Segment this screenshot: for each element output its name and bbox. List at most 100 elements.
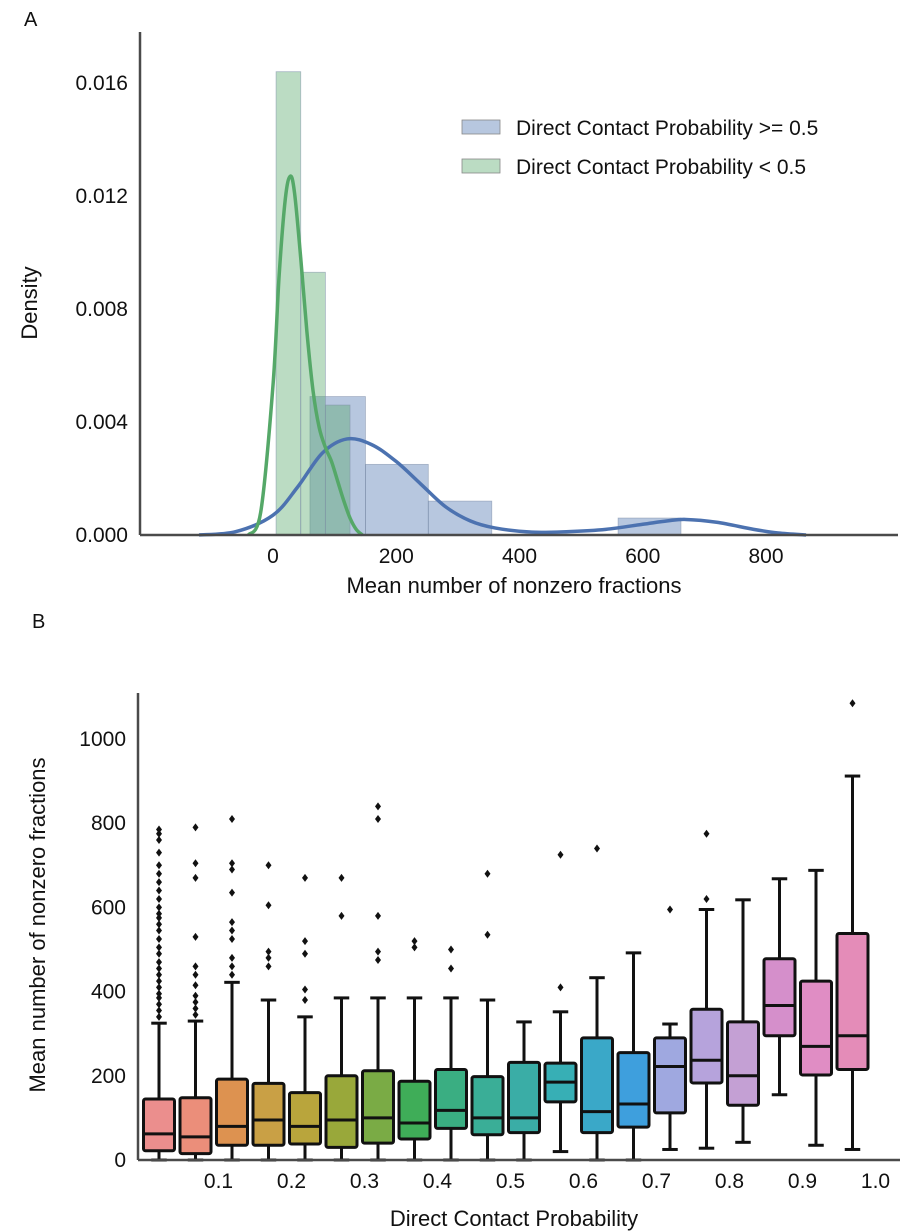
outlier-marker xyxy=(192,823,199,832)
y-tick-label-b: 600 xyxy=(91,896,126,919)
box-14 xyxy=(653,905,687,1151)
kde-curve-0 xyxy=(198,436,807,537)
outlier-marker xyxy=(229,918,235,927)
outlier-marker xyxy=(229,865,235,874)
box-18 xyxy=(799,868,833,1147)
outlier-marker xyxy=(156,825,162,834)
outlier-marker xyxy=(156,943,162,952)
panel-b-boxes xyxy=(142,699,870,1162)
outlier-marker xyxy=(156,869,162,878)
box-rect xyxy=(251,1081,286,1147)
box-rect xyxy=(178,1096,213,1156)
box-rect xyxy=(726,1020,760,1107)
outlier-marker xyxy=(156,894,162,903)
legend-label-high: Direct Contact Probability >= 0.5 xyxy=(516,117,818,140)
box-13 xyxy=(616,951,651,1162)
outlier-marker xyxy=(192,1010,199,1019)
legend-swatch-low xyxy=(461,158,501,174)
box-rect xyxy=(324,1074,359,1149)
outlier-marker xyxy=(448,964,454,973)
x-tick-label-a: 0 xyxy=(267,545,279,568)
box-5 xyxy=(324,873,359,1162)
outlier-marker xyxy=(229,934,235,943)
x-tick-label-b: 0.8 xyxy=(715,1170,744,1193)
outlier-marker xyxy=(192,873,199,882)
panel-a-x-axis-title: Mean number of nonzero fractions xyxy=(346,573,681,598)
y-tick-label-b: 800 xyxy=(91,812,126,835)
outlier-marker xyxy=(156,934,162,943)
y-tick-label-a: 0.012 xyxy=(75,185,128,208)
box-rect xyxy=(288,1091,322,1146)
hist-bar-s0-2 xyxy=(427,500,493,536)
panel-b-y-ticks: 0 200 400 600 800 1000 xyxy=(79,728,126,1172)
box-rect xyxy=(580,1036,614,1135)
outlier-marker xyxy=(229,962,235,971)
outlier-marker xyxy=(594,844,600,853)
x-tick-label-b: 0.7 xyxy=(642,1170,671,1193)
hist-bar-s0-1 xyxy=(365,463,429,536)
panel-b-x-axis-title: Direct Contact Probability xyxy=(390,1206,638,1231)
outlier-marker xyxy=(265,901,272,910)
hist-bar-s1-1 xyxy=(300,271,326,536)
x-tick-label-a: 200 xyxy=(379,545,414,568)
panel-a-histogram-bars xyxy=(275,71,682,536)
outlier-marker xyxy=(302,873,308,882)
x-tick-label-b: 0.4 xyxy=(423,1170,453,1193)
outlier-marker xyxy=(156,886,162,895)
box-rect xyxy=(361,1069,395,1145)
outlier-marker xyxy=(192,859,199,868)
outlier-marker xyxy=(156,949,162,958)
box-4 xyxy=(288,873,322,1162)
outlier-marker xyxy=(156,861,162,870)
box-6 xyxy=(361,802,395,1162)
outlier-marker xyxy=(192,1004,199,1013)
outlier-marker xyxy=(229,926,235,935)
outlier-marker xyxy=(156,970,162,979)
panel-a-x-ticks: 0 200 400 600 800 xyxy=(267,545,783,568)
outlier-marker xyxy=(156,848,162,857)
box-3 xyxy=(251,861,286,1162)
x-tick-label-b: 0.5 xyxy=(496,1170,525,1193)
box-11 xyxy=(543,850,578,1154)
x-tick-label-a: 400 xyxy=(502,545,537,568)
outlier-marker xyxy=(192,998,199,1007)
box-rect xyxy=(799,979,833,1077)
outlier-marker xyxy=(156,920,162,929)
outlier-marker xyxy=(265,953,272,962)
outlier-marker xyxy=(667,905,673,914)
y-tick-label-b: 400 xyxy=(91,981,126,1004)
panel-a-y-ticks: 0.000 0.004 0.008 0.012 0.016 xyxy=(75,72,128,547)
x-tick-label-a: 600 xyxy=(625,545,660,568)
panel-a-legend: Direct Contact Probability >= 0.5 Direct… xyxy=(461,117,818,179)
legend-swatch-high xyxy=(461,119,501,135)
outlier-marker xyxy=(557,983,564,992)
outlier-marker xyxy=(156,903,162,912)
x-tick-label-b: 0.6 xyxy=(569,1170,598,1193)
box-rect xyxy=(653,1036,687,1115)
box-17 xyxy=(762,877,797,1097)
outlier-marker xyxy=(411,943,418,952)
outlier-marker xyxy=(156,1012,162,1021)
box-2 xyxy=(215,814,249,1162)
hist-bar-s1-0 xyxy=(275,71,302,536)
box-rect xyxy=(434,1067,468,1130)
panel-b-y-axis-title: Mean number of nonzero fractions xyxy=(25,757,50,1092)
box-15 xyxy=(689,829,724,1150)
y-tick-label-a: 0.016 xyxy=(75,72,128,95)
outlier-marker xyxy=(484,869,491,878)
panel-b-label: B xyxy=(32,611,45,633)
outlier-marker xyxy=(156,878,162,887)
x-tick-label-b: 0.3 xyxy=(350,1170,379,1193)
box-rect xyxy=(835,932,870,1071)
outlier-marker xyxy=(265,947,272,956)
outlier-marker xyxy=(302,949,308,958)
box-0 xyxy=(142,825,176,1162)
outlier-marker xyxy=(156,983,162,992)
panel-a-y-axis-title: Density xyxy=(17,266,42,339)
outlier-marker xyxy=(192,962,199,971)
outlier-marker xyxy=(302,996,308,1005)
outlier-marker xyxy=(375,802,381,811)
x-tick-label-a: 800 xyxy=(748,545,783,568)
outlier-marker xyxy=(156,1006,162,1015)
outlier-marker xyxy=(849,699,856,708)
